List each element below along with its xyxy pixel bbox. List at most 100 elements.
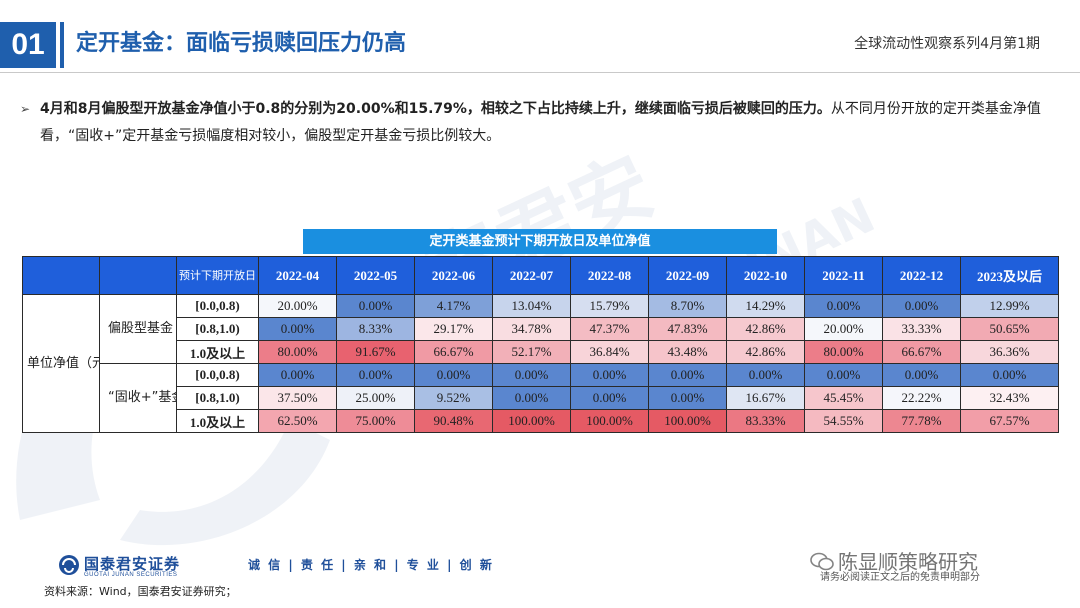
wechat-icon xyxy=(810,552,834,571)
value-cell: 0.00% xyxy=(258,317,337,341)
value-cell: 0.00% xyxy=(804,363,883,387)
value-cell: 25.00% xyxy=(336,386,415,410)
table-row: [0.8,1.0) 37.50% 25.00% 9.52% 0.00% 0.00% 0.00… xyxy=(23,386,1059,410)
header-label-cell: 预计下期开放日 xyxy=(176,256,259,295)
column-header: 2022-07 xyxy=(492,256,571,295)
value-cell: 0.00% xyxy=(648,386,727,410)
row-group-label: 单位净值（元） xyxy=(22,294,100,433)
wechat-account-name: 陈显顺策略研究 xyxy=(838,550,978,574)
fund-type-label: 偏股型基金 xyxy=(99,294,177,364)
value-cell: 62.50% xyxy=(258,409,337,433)
value-cell: 36.36% xyxy=(960,340,1059,364)
column-header: 2022-12 xyxy=(882,256,961,295)
value-cell: 0.00% xyxy=(570,386,649,410)
value-cell: 8.33% xyxy=(336,317,415,341)
bullet-bold-text: 4月和8月偏股型开放基金净值小于0.8的分别为20.00%和15.79%，相较之… xyxy=(40,101,831,117)
value-cell: 8.70% xyxy=(648,294,727,318)
value-cell: 42.86% xyxy=(726,340,805,364)
value-cell: 36.84% xyxy=(570,340,649,364)
value-cell: 12.99% xyxy=(960,294,1059,318)
value-cell: 47.83% xyxy=(648,317,727,341)
column-header: 2022-06 xyxy=(414,256,493,295)
column-header: 2022-09 xyxy=(648,256,727,295)
nav-range-label: [0.0,0.8) xyxy=(176,363,259,387)
value-cell: 0.00% xyxy=(960,363,1059,387)
column-header: 2022-11 xyxy=(804,256,883,295)
section-number: 01 xyxy=(0,22,56,68)
value-cell: 52.17% xyxy=(492,340,571,364)
value-cell: 0.00% xyxy=(258,363,337,387)
value-cell: 83.33% xyxy=(726,409,805,433)
value-cell: 9.52% xyxy=(414,386,493,410)
page-title: 定开基金：面临亏损赎回压力仍高 xyxy=(76,31,407,56)
company-name-en: GUOTAI JUNAN SECURITIES xyxy=(84,572,178,578)
report-series: 全球流动性观察系列4月第1期 xyxy=(854,36,1040,52)
value-cell: 100.00% xyxy=(570,409,649,433)
nav-range-label: [0.0,0.8) xyxy=(176,294,259,318)
wechat-watermark: 陈显顺策略研究 xyxy=(810,546,978,575)
value-cell: 80.00% xyxy=(258,340,337,364)
value-cell: 54.55% xyxy=(804,409,883,433)
value-cell: 0.00% xyxy=(492,363,571,387)
table-title: 定开类基金预计下期开放日及单位净值 xyxy=(303,229,777,254)
table-row: [0.8,1.0) 0.00% 8.33% 29.17% 34.78% 47.37% 47.… xyxy=(23,317,1059,341)
nav-range-label: [0.8,1.0) xyxy=(176,386,259,410)
column-header: 2023及以后 xyxy=(960,256,1059,295)
nav-distribution-table: 预计下期开放日 2022-04 2022-05 2022-06 2022-07 … xyxy=(22,256,1059,433)
table-row: “固收+”基金[0.0,0.8)0.00%0.00%0.00%0.00%0.00… xyxy=(23,363,1059,433)
value-cell: 0.00% xyxy=(882,294,961,318)
disclaimer-note: 请务必阅读正文之后的免责申明部分 xyxy=(820,572,980,583)
company-name: 国泰君安证券 xyxy=(84,555,181,573)
value-cell: 0.00% xyxy=(882,363,961,387)
value-cell: 43.48% xyxy=(648,340,727,364)
value-cell: 90.48% xyxy=(414,409,493,433)
value-cell: 0.00% xyxy=(804,294,883,318)
table-header-row: 预计下期开放日 2022-04 2022-05 2022-06 2022-07 … xyxy=(22,256,1059,295)
nav-range-label: 1.0及以上 xyxy=(176,340,259,364)
value-cell: 32.43% xyxy=(960,386,1059,410)
value-cell: 37.50% xyxy=(258,386,337,410)
data-source: 资料来源：Wind，国泰君安证券研究； xyxy=(44,585,237,598)
table-corner-cell xyxy=(22,256,100,295)
value-cell: 45.45% xyxy=(804,386,883,410)
value-cell: 0.00% xyxy=(570,363,649,387)
column-header: 2022-04 xyxy=(258,256,337,295)
nav-range-label: 1.0及以上 xyxy=(176,409,259,433)
value-cell: 67.57% xyxy=(960,409,1059,433)
column-header: 2022-08 xyxy=(570,256,649,295)
value-cell: 0.00% xyxy=(726,363,805,387)
value-cell: 14.29% xyxy=(726,294,805,318)
value-cell: 66.67% xyxy=(882,340,961,364)
value-cell: 4.17% xyxy=(414,294,493,318)
value-cell: 34.78% xyxy=(492,317,571,341)
table-row: 1.0及以上 62.50% 75.00% 90.48% 100.00% 100.00% 10… xyxy=(23,409,1059,433)
value-cell: 75.00% xyxy=(336,409,415,433)
value-cell: 0.00% xyxy=(336,363,415,387)
value-cell: 50.65% xyxy=(960,317,1059,341)
value-cell: 33.33% xyxy=(882,317,961,341)
company-slogan: 诚 信 | 责 任 | 亲 和 | 专 业 | 创 新 xyxy=(248,558,494,572)
table-row: 单位净值（元）偏股型基金[0.0,0.8)20.00%0.00%4.17%13.… xyxy=(22,294,1059,433)
company-logo-icon xyxy=(59,555,79,575)
bullet-arrow-icon: ➢ xyxy=(20,102,31,116)
value-cell: 100.00% xyxy=(492,409,571,433)
value-cell: 0.00% xyxy=(336,294,415,318)
table-corner-cell xyxy=(99,256,177,295)
value-cell: 0.00% xyxy=(414,363,493,387)
value-cell: 42.86% xyxy=(726,317,805,341)
value-cell: 66.67% xyxy=(414,340,493,364)
value-cell: 29.17% xyxy=(414,317,493,341)
nav-range-label: [0.8,1.0) xyxy=(176,317,259,341)
fund-type-label: “固收+”基金 xyxy=(99,363,177,433)
column-header: 2022-10 xyxy=(726,256,805,295)
value-cell: 77.78% xyxy=(882,409,961,433)
value-cell: 47.37% xyxy=(570,317,649,341)
value-cell: 80.00% xyxy=(804,340,883,364)
value-cell: 91.67% xyxy=(336,340,415,364)
value-cell: 0.00% xyxy=(648,363,727,387)
table-row: 1.0及以上 80.00% 91.67% 66.67% 52.17% 36.84% 43.4… xyxy=(23,340,1059,364)
value-cell: 16.67% xyxy=(726,386,805,410)
bullet-text: 4月和8月偏股型开放基金净值小于0.8的分别为20.00%和15.79%，相较之… xyxy=(20,96,1060,150)
header-divider xyxy=(60,22,64,68)
column-header: 2022-05 xyxy=(336,256,415,295)
